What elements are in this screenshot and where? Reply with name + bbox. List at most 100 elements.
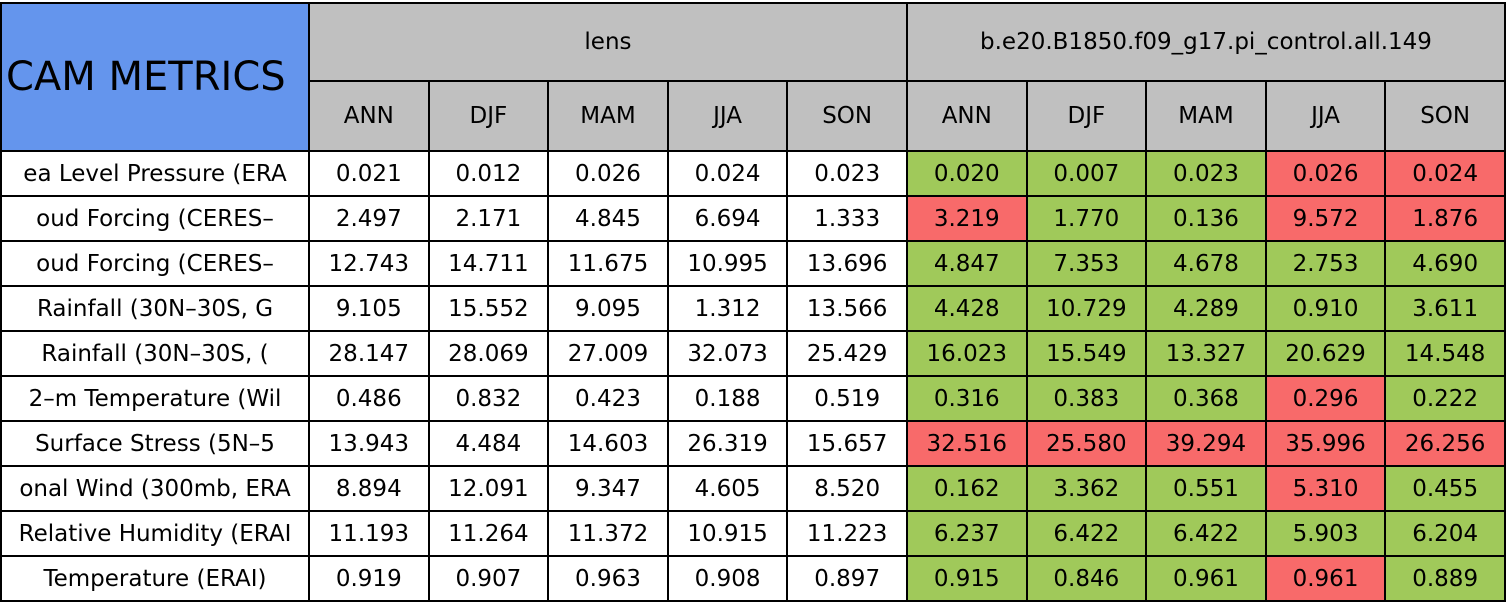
case-value: 4.428 [905,285,1028,332]
lens-value: 4.605 [666,465,789,512]
season-header: DJF [427,80,550,152]
case-value: 20.629 [1264,330,1387,377]
season-header: SON [786,80,908,152]
lens-value: 6.694 [666,195,789,242]
lens-value: 11.223 [786,510,908,557]
lens-value: 13.566 [786,285,908,332]
season-header: MAM [1145,80,1267,152]
case-value: 0.296 [1264,375,1387,422]
lens-value: 4.845 [547,195,669,242]
case-value: 3.362 [1025,465,1148,512]
lens-value: 15.657 [786,420,908,467]
case-value: 9.572 [1264,195,1387,242]
group-header: lens [308,2,908,82]
title-cell: CAM METRICS [0,2,310,152]
case-value: 0.551 [1145,465,1267,512]
lens-value: 12.743 [308,240,430,287]
lens-value: 0.897 [786,555,908,602]
case-value: 0.007 [1025,150,1148,197]
case-value: 25.580 [1025,420,1148,467]
case-value: 0.961 [1145,555,1267,602]
lens-value: 15.552 [427,285,550,332]
season-header: MAM [547,80,669,152]
case-value: 0.915 [905,555,1028,602]
lens-value: 12.091 [427,465,550,512]
lens-value: 0.486 [308,375,430,422]
case-value: 0.026 [1264,150,1387,197]
metrics-table: CAM METRICS lens b.e20.B1850.f09_g17.pi_c… [0,2,1507,602]
table-row: Surface Stress (5N–5 13.943 4.484 14.603 26.… [0,420,1506,467]
lens-value: 4.484 [427,420,550,467]
lens-value: 9.095 [547,285,669,332]
case-value: 0.383 [1025,375,1148,422]
case-value: 13.327 [1145,330,1267,377]
case-value: 6.204 [1384,510,1506,557]
lens-value: 0.907 [427,555,550,602]
lens-value: 1.312 [666,285,789,332]
row-label: Temperature (ERAI) [0,555,310,602]
lens-value: 0.023 [786,150,908,197]
row-label: 2–m Temperature (Wil [0,375,310,422]
case-value: 14.548 [1384,330,1506,377]
lens-value: 8.520 [786,465,908,512]
case-value: 6.422 [1025,510,1148,557]
case-value: 0.846 [1025,555,1148,602]
case-value: 4.678 [1145,240,1267,287]
case-value: 6.237 [905,510,1028,557]
lens-value: 14.711 [427,240,550,287]
case-value: 5.903 [1264,510,1387,557]
case-value: 2.753 [1264,240,1387,287]
row-label: oud Forcing (CERES– [0,240,310,287]
lens-value: 0.012 [427,150,550,197]
case-value: 0.889 [1384,555,1506,602]
lens-value: 1.333 [786,195,908,242]
case-value: 4.847 [905,240,1028,287]
lens-value: 0.832 [427,375,550,422]
row-label: Rainfall (30N–30S, ( [0,330,310,377]
row-label: Rainfall (30N–30S, G [0,285,310,332]
case-value: 5.310 [1264,465,1387,512]
season-header: JJA [666,80,789,152]
table-row: onal Wind (300mb, ERA 8.894 12.091 9.347 4.6… [0,465,1506,512]
lens-value: 11.372 [547,510,669,557]
table-row: Relative Humidity (ERAI 11.193 11.264 11.37… [0,510,1506,557]
group-header: b.e20.B1850.f09_g17.pi_control.all.149 [905,2,1507,82]
table-row: ea Level Pressure (ERA 0.021 0.012 0.026 0.0… [0,150,1506,197]
lens-value: 32.073 [666,330,789,377]
lens-value: 26.319 [666,420,789,467]
case-value: 0.136 [1145,195,1267,242]
case-value: 10.729 [1025,285,1148,332]
case-value: 0.023 [1145,150,1267,197]
lens-value: 11.193 [308,510,430,557]
lens-value: 28.069 [427,330,550,377]
season-header: SON [1384,80,1506,152]
season-header: JJA [1264,80,1387,152]
case-value: 4.690 [1384,240,1506,287]
case-value: 15.549 [1025,330,1148,377]
lens-value: 0.021 [308,150,430,197]
case-value: 4.289 [1145,285,1267,332]
case-value: 0.222 [1384,375,1506,422]
lens-value: 14.603 [547,420,669,467]
row-label: oud Forcing (CERES– [0,195,310,242]
row-label: Surface Stress (5N–5 [0,420,310,467]
lens-value: 0.423 [547,375,669,422]
case-value: 0.910 [1264,285,1387,332]
case-value: 32.516 [905,420,1028,467]
season-header: ANN [905,80,1028,152]
case-value: 3.611 [1384,285,1506,332]
lens-value: 13.696 [786,240,908,287]
lens-value: 2.497 [308,195,430,242]
case-value: 35.996 [1264,420,1387,467]
lens-value: 9.347 [547,465,669,512]
lens-value: 10.915 [666,510,789,557]
case-value: 0.024 [1384,150,1506,197]
lens-value: 2.171 [427,195,550,242]
case-value: 0.368 [1145,375,1267,422]
lens-value: 0.919 [308,555,430,602]
lens-value: 0.026 [547,150,669,197]
season-header: ANN [308,80,430,152]
case-value: 39.294 [1145,420,1267,467]
table-row: oud Forcing (CERES– 12.743 14.711 11.675 10.… [0,240,1506,287]
case-value: 6.422 [1145,510,1267,557]
